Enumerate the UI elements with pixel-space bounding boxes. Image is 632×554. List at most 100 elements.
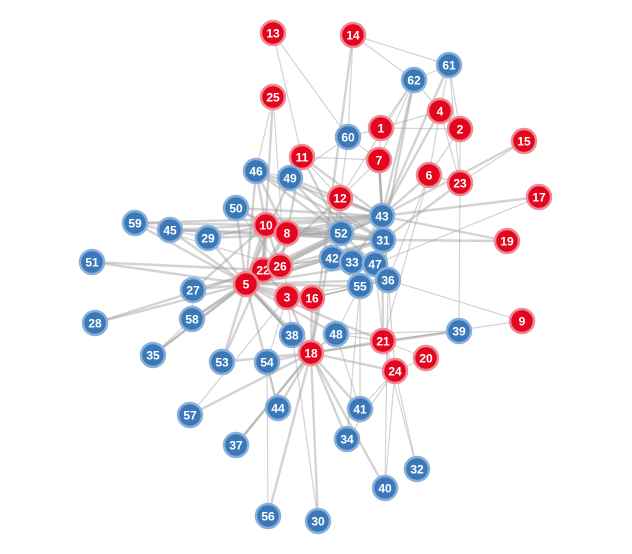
node-4[interactable]: 4 [426,97,454,125]
node-label: 40 [378,482,392,496]
node-11[interactable]: 11 [288,143,316,171]
node-17[interactable]: 17 [525,183,553,211]
node-label: 50 [229,202,243,216]
node-circle [156,216,184,244]
node-46[interactable]: 46 [242,157,270,185]
node-9[interactable]: 9 [508,307,536,335]
node-20[interactable]: 20 [412,344,440,372]
node-circle [194,224,222,252]
node-41[interactable]: 41 [346,395,374,423]
node-19[interactable]: 19 [493,227,521,255]
node-43[interactable]: 43 [368,202,396,230]
node-12[interactable]: 12 [326,184,354,212]
edge-6-36 [387,174,430,281]
node-7[interactable]: 7 [365,146,393,174]
node-59[interactable]: 59 [121,209,149,237]
node-26[interactable]: 26 [266,252,294,280]
node-circle [369,327,397,355]
node-24[interactable]: 24 [381,357,409,385]
node-32[interactable]: 32 [403,455,431,483]
node-27[interactable]: 27 [179,276,207,304]
node-circle [264,394,292,422]
node-circle [333,425,361,453]
node-53[interactable]: 53 [208,348,236,376]
node-label: 52 [334,227,348,241]
node-39[interactable]: 39 [445,317,473,345]
node-10[interactable]: 10 [252,211,280,239]
node-42[interactable]: 42 [318,244,346,272]
node-circle [178,305,206,333]
node-8[interactable]: 8 [273,219,301,247]
node-62[interactable]: 62 [400,66,428,94]
edge-45-5 [168,228,248,286]
edge-23-39 [458,182,461,332]
node-label: 3 [284,291,291,305]
node-56[interactable]: 56 [254,502,282,530]
node-60[interactable]: 60 [334,123,362,151]
node-55[interactable]: 55 [346,272,374,300]
node-44[interactable]: 44 [264,394,292,422]
node-45[interactable]: 45 [156,216,184,244]
node-18[interactable]: 18 [297,339,325,367]
edge-13-60 [272,32,349,138]
node-3[interactable]: 3 [273,283,301,311]
node-circle [510,127,538,155]
node-14[interactable]: 14 [339,21,367,49]
node-circle [278,321,306,349]
node-15[interactable]: 15 [510,127,538,155]
node-circle [346,272,374,300]
node-label: 49 [283,172,297,186]
node-21[interactable]: 21 [369,327,397,355]
node-circle [254,502,282,530]
node-51[interactable]: 51 [78,248,106,276]
node-34[interactable]: 34 [333,425,361,453]
node-label: 51 [85,256,99,270]
node-13[interactable]: 13 [259,19,287,47]
node-circle [371,474,399,502]
node-label: 15 [517,135,531,149]
node-28[interactable]: 28 [81,309,109,337]
node-1[interactable]: 1 [367,114,395,142]
node-circle [273,219,301,247]
node-label: 17 [532,191,546,205]
node-35[interactable]: 35 [139,341,167,369]
node-label: 13 [266,27,280,41]
node-30[interactable]: 30 [304,507,332,535]
node-circle [365,146,393,174]
node-circle [322,320,350,348]
node-58[interactable]: 58 [178,305,206,333]
node-49[interactable]: 49 [276,164,304,192]
node-52[interactable]: 52 [327,219,355,247]
edge-57-3 [189,296,288,416]
edge-18-34 [309,351,349,441]
node-16[interactable]: 16 [298,284,326,312]
node-57[interactable]: 57 [176,401,204,429]
node-40[interactable]: 40 [371,474,399,502]
node-5[interactable]: 5 [232,270,260,298]
node-37[interactable]: 37 [222,431,250,459]
node-33[interactable]: 33 [338,248,366,276]
node-23[interactable]: 23 [446,169,474,197]
edge-17-47 [374,196,540,265]
node-circle [445,317,473,345]
node-61[interactable]: 61 [435,51,463,79]
node-29[interactable]: 29 [194,224,222,252]
edge-13-11 [272,32,303,158]
node-50[interactable]: 50 [222,194,250,222]
node-36[interactable]: 36 [374,266,402,294]
node-54[interactable]: 54 [253,348,281,376]
node-31[interactable]: 31 [369,226,397,254]
node-38[interactable]: 38 [278,321,306,349]
node-25[interactable]: 25 [259,83,287,111]
node-6[interactable]: 6 [415,161,443,189]
node-label: 37 [229,439,243,453]
edge-14-60 [347,34,354,138]
node-label: 45 [163,224,177,238]
node-2[interactable]: 2 [446,115,474,143]
edge-18-24 [309,351,397,373]
edge-9-36 [387,279,523,322]
edge-6-21 [382,174,430,342]
node-circle [266,252,294,280]
node-48[interactable]: 48 [322,320,350,348]
node-circle [367,114,395,142]
